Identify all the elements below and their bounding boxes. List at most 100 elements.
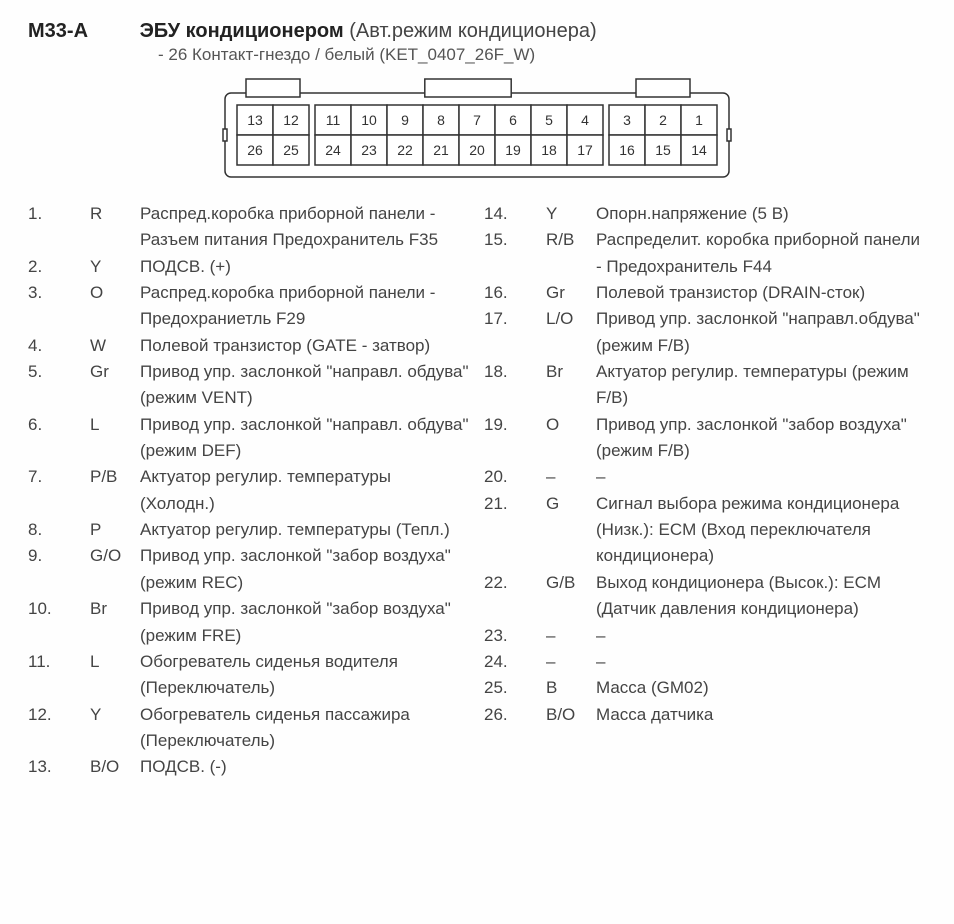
- pin-row: 19.OПривод упр. заслонкой "забор воздуха…: [484, 412, 926, 465]
- pin-row: 17.L/OПривод упр. заслонкой "направл.обд…: [484, 306, 926, 359]
- pin-wire-code: L: [90, 649, 134, 702]
- pin-number: 16.: [484, 280, 540, 306]
- pin-row: 8.PАктуатор регулир. температуры (Тепл.): [28, 517, 470, 543]
- connector-id: M33-А: [28, 20, 134, 43]
- connector-svg: 1312111098765432126252423222120191817161…: [221, 77, 733, 179]
- pin-description: Актуатор регулир. температуры (режим F/B…: [596, 359, 926, 412]
- pin-description: Масса (GM02): [596, 675, 926, 701]
- pin-wire-code: Br: [90, 596, 134, 649]
- header-title-rest: (Авт.режим кондиционера): [349, 20, 596, 42]
- svg-text:12: 12: [283, 112, 299, 128]
- pin-number: 5.: [28, 359, 84, 412]
- pin-number: 20.: [484, 464, 540, 490]
- pin-row: 4.WПолевой транзистор (GATE - затвор): [28, 333, 470, 359]
- pin-row: 1.RРаспред.коробка приборной панели - Ра…: [28, 201, 470, 254]
- pin-number: 2.: [28, 254, 84, 280]
- pin-row: 26.B/OМасса датчика: [484, 702, 926, 728]
- pin-description: ПОДСВ. (+): [140, 254, 470, 280]
- pin-row: 7.P/BАктуатор регулир. температуры (Холо…: [28, 464, 470, 517]
- pin-number: 14.: [484, 201, 540, 227]
- svg-text:25: 25: [283, 142, 299, 158]
- pin-description: Полевой транзистор (GATE - затвор): [140, 333, 470, 359]
- pin-wire-code: P/B: [90, 464, 134, 517]
- pin-number: 6.: [28, 412, 84, 465]
- pin-row: 2.YПОДСВ. (+): [28, 254, 470, 280]
- pin-row: 15.R/BРаспределит. коробка приборной пан…: [484, 227, 926, 280]
- svg-text:1: 1: [695, 112, 703, 128]
- pin-number: 13.: [28, 754, 84, 780]
- pin-row: 13.B/OПОДСВ. (-): [28, 754, 470, 780]
- svg-text:18: 18: [541, 142, 557, 158]
- svg-text:13: 13: [247, 112, 263, 128]
- svg-text:19: 19: [505, 142, 521, 158]
- svg-text:21: 21: [433, 142, 449, 158]
- svg-text:11: 11: [326, 112, 341, 128]
- pin-row: 11.LОбогреватель сиденья водителя (Перек…: [28, 649, 470, 702]
- pin-description: Распред.коробка приборной панели - Разъе…: [140, 201, 470, 254]
- pin-wire-code: B: [546, 675, 590, 701]
- svg-text:6: 6: [509, 112, 517, 128]
- svg-text:14: 14: [691, 142, 707, 158]
- pin-wire-code: –: [546, 623, 590, 649]
- pin-number: 3.: [28, 280, 84, 333]
- pin-number: 10.: [28, 596, 84, 649]
- pin-description: Сигнал выбора режима кондиционера (Низк.…: [596, 491, 926, 570]
- pin-row: 18.BrАктуатор регулир. температуры (режи…: [484, 359, 926, 412]
- pin-row: 24.––: [484, 649, 926, 675]
- pin-description: Распределит. коробка приборной панели - …: [596, 227, 926, 280]
- pin-number: 19.: [484, 412, 540, 465]
- svg-text:16: 16: [619, 142, 635, 158]
- header-title-bold: ЭБУ кондиционером: [140, 20, 344, 42]
- pin-number: 15.: [484, 227, 540, 280]
- pin-description: Полевой транзистор (DRAIN-сток): [596, 280, 926, 306]
- pin-wire-code: L: [90, 412, 134, 465]
- pinout-column-left: 1.RРаспред.коробка приборной панели - Ра…: [28, 201, 470, 781]
- svg-text:10: 10: [361, 112, 377, 128]
- pin-description: Актуатор регулир. температуры (Тепл.): [140, 517, 470, 543]
- pinout-columns: 1.RРаспред.коробка приборной панели - Ра…: [28, 201, 926, 781]
- pin-wire-code: Y: [546, 201, 590, 227]
- pin-number: 18.: [484, 359, 540, 412]
- pin-row: 14.YОпорн.напряжение (5 В): [484, 201, 926, 227]
- svg-text:7: 7: [473, 112, 481, 128]
- pin-description: Выход кондиционера (Высок.): ECM (Датчик…: [596, 570, 926, 623]
- pin-description: –: [596, 649, 926, 675]
- pin-description: ПОДСВ. (-): [140, 754, 470, 780]
- pin-number: 9.: [28, 543, 84, 596]
- pin-description: Опорн.напряжение (5 В): [596, 201, 926, 227]
- header: M33-А ЭБУ кондиционером (Авт.режим конди…: [28, 20, 926, 65]
- svg-text:17: 17: [577, 142, 593, 158]
- svg-text:26: 26: [247, 142, 263, 158]
- pin-number: 25.: [484, 675, 540, 701]
- pin-number: 11.: [28, 649, 84, 702]
- pin-wire-code: W: [90, 333, 134, 359]
- pin-wire-code: Y: [90, 254, 134, 280]
- pin-row: 22.G/BВыход кондиционера (Высок.): ECM (…: [484, 570, 926, 623]
- pin-description: Обогреватель сиденья пассажира (Переключ…: [140, 702, 470, 755]
- pin-row: 12.YОбогреватель сиденья пассажира (Пере…: [28, 702, 470, 755]
- pin-wire-code: P: [90, 517, 134, 543]
- svg-text:2: 2: [659, 112, 667, 128]
- pin-wire-code: –: [546, 464, 590, 490]
- svg-text:23: 23: [361, 142, 377, 158]
- pin-row: 25.BМасса (GM02): [484, 675, 926, 701]
- svg-text:3: 3: [623, 112, 631, 128]
- pin-description: Привод упр. заслонкой "направл. обдува" …: [140, 412, 470, 465]
- pin-row: 20.––: [484, 464, 926, 490]
- pin-description: Привод упр. заслонкой "направл. обдува" …: [140, 359, 470, 412]
- pin-row: 5.GrПривод упр. заслонкой "направл. обду…: [28, 359, 470, 412]
- header-subtitle: - 26 Контакт-гнездо / белый (KET_0407_26…: [158, 45, 926, 65]
- svg-text:15: 15: [655, 142, 671, 158]
- pin-number: 26.: [484, 702, 540, 728]
- pinout-column-right: 14.YОпорн.напряжение (5 В)15.R/BРаспреде…: [484, 201, 926, 781]
- pin-row: 9.G/OПривод упр. заслонкой "забор воздух…: [28, 543, 470, 596]
- svg-text:22: 22: [397, 142, 413, 158]
- svg-text:8: 8: [437, 112, 445, 128]
- pin-description: Распред.коробка приборной панели - Предо…: [140, 280, 470, 333]
- svg-text:24: 24: [325, 142, 341, 158]
- pin-number: 4.: [28, 333, 84, 359]
- pin-row: 21.GСигнал выбора режима кондиционера (Н…: [484, 491, 926, 570]
- pin-number: 21.: [484, 491, 540, 570]
- pin-description: –: [596, 623, 926, 649]
- pin-row: 6.LПривод упр. заслонкой "направл. обдув…: [28, 412, 470, 465]
